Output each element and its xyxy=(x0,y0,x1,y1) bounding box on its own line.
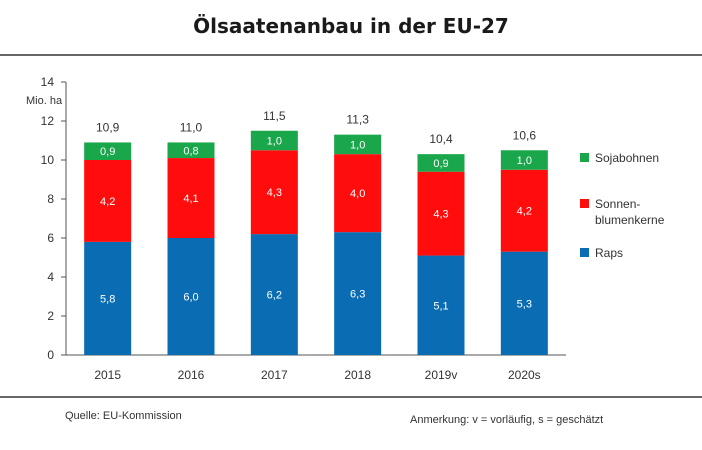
y-tick-label: 8 xyxy=(47,192,54,206)
total-label: 11,5 xyxy=(263,109,286,123)
y-tick-label: 0 xyxy=(47,348,54,362)
data-label: 0,9 xyxy=(433,158,448,170)
total-label: 11,0 xyxy=(180,120,203,134)
data-label: 1,0 xyxy=(267,136,282,148)
bar-segment-sonnen-blumenkerne xyxy=(500,169,548,252)
bar-segment-sojabohnen xyxy=(500,150,548,170)
data-label: 4,0 xyxy=(350,188,365,200)
bar-segment-sonnen-blumenkerne xyxy=(250,150,298,235)
total-label: 10,4 xyxy=(429,132,453,146)
data-label: 1,0 xyxy=(517,155,532,167)
y-tick-label: 12 xyxy=(41,114,55,128)
bar-segment-raps xyxy=(84,241,132,355)
x-tick-label: 2016 xyxy=(178,368,205,382)
bar-segment-raps xyxy=(500,251,548,355)
bar-segment-sonnen-blumenkerne xyxy=(167,158,215,238)
y-tick-label: 2 xyxy=(47,309,54,323)
total-label: 11,3 xyxy=(346,113,369,127)
x-tick-label: 2017 xyxy=(261,368,288,382)
data-label: 1,0 xyxy=(350,139,365,151)
data-label: 4,3 xyxy=(267,187,282,199)
source-note: Quelle: EU-Kommission xyxy=(65,410,182,422)
x-tick-label: 2018 xyxy=(344,368,371,382)
legend-label: Raps xyxy=(595,246,623,260)
data-label: 4,1 xyxy=(183,193,198,205)
legend-label: blumenkerne xyxy=(595,213,665,227)
bar-segment-sojabohnen xyxy=(417,154,465,172)
bar-segment-sonnen-blumenkerne xyxy=(417,171,465,256)
total-label: 10,9 xyxy=(96,120,120,134)
legend-label: Sojabohnen xyxy=(595,151,659,165)
x-tick-label: 2020s xyxy=(508,368,541,382)
legend-swatch xyxy=(580,248,589,257)
chart-title: Ölsaatenanbau in der EU-27 xyxy=(193,14,509,38)
bar-segment-raps xyxy=(334,232,382,355)
data-label: 4,3 xyxy=(433,209,448,221)
x-tick-label: 2015 xyxy=(94,368,121,382)
bar-segment-sojabohnen xyxy=(167,142,215,159)
bar-segment-sonnen-blumenkerne xyxy=(84,160,132,242)
data-label: 5,1 xyxy=(433,300,448,312)
data-label: 5,8 xyxy=(100,293,115,305)
bar-segment-raps xyxy=(250,234,298,355)
data-label: 0,9 xyxy=(100,146,115,158)
footnote: Anmerkung: v = vorläufig, s = geschätzt xyxy=(410,414,604,426)
y-tick-label: 10 xyxy=(41,153,55,167)
bar-segment-raps xyxy=(417,255,465,355)
y-tick-label: 4 xyxy=(47,270,54,284)
legend-label: Sonnen- xyxy=(595,197,640,211)
y-axis-label: Mio. ha xyxy=(26,95,63,107)
data-label: 4,2 xyxy=(100,196,115,208)
x-tick-label: 2019v xyxy=(425,368,458,382)
data-label: 5,3 xyxy=(517,298,532,310)
legend-swatch xyxy=(580,153,589,162)
total-label: 10,6 xyxy=(513,128,537,142)
bar-segment-sojabohnen xyxy=(250,130,298,151)
bar-segment-sojabohnen xyxy=(334,134,382,155)
data-label: 6,0 xyxy=(183,292,198,304)
legend-swatch xyxy=(580,199,589,208)
data-label: 6,2 xyxy=(267,290,282,302)
data-label: 0,8 xyxy=(183,145,198,157)
y-tick-label: 6 xyxy=(47,231,54,245)
data-label: 4,2 xyxy=(517,206,532,218)
bar-segment-raps xyxy=(167,238,215,355)
y-tick-label: 14 xyxy=(41,75,55,89)
data-label: 6,3 xyxy=(350,289,365,301)
bar-segment-sojabohnen xyxy=(84,142,132,160)
bar-segment-sonnen-blumenkerne xyxy=(334,154,382,233)
